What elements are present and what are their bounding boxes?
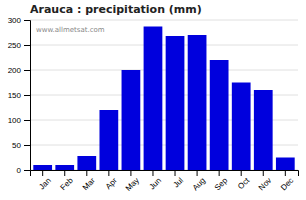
x-tick-mark xyxy=(152,170,153,176)
x-tick: Nov xyxy=(257,170,273,192)
x-tick-mark xyxy=(263,170,264,176)
y-tick: 150 xyxy=(8,91,30,100)
y-tick-label: 150 xyxy=(8,91,22,100)
y-tick-mark xyxy=(24,145,30,146)
x-tick-mark xyxy=(175,170,176,176)
bar xyxy=(144,27,163,171)
bar xyxy=(55,165,74,170)
y-tick-label: 300 xyxy=(8,16,22,25)
bar xyxy=(210,60,229,170)
x-tick-label: Sep xyxy=(213,176,230,193)
y-tick: 0 xyxy=(17,166,30,175)
y-tick-mark xyxy=(24,70,30,71)
y-tick: 250 xyxy=(8,41,30,50)
bar xyxy=(254,90,273,170)
y-tick-mark xyxy=(24,120,30,121)
y-tick-label: 50 xyxy=(12,141,21,150)
grid-line xyxy=(30,45,298,46)
bar xyxy=(232,83,251,171)
x-tick-mark xyxy=(285,170,286,176)
x-axis-line xyxy=(31,171,299,177)
bar xyxy=(33,165,52,170)
bar xyxy=(99,110,118,170)
x-tick-label: Jun xyxy=(148,176,163,191)
x-tick: Mar xyxy=(81,170,97,192)
x-tick: May xyxy=(124,170,141,193)
y-axis-line xyxy=(24,21,31,171)
y-tick: 200 xyxy=(8,66,30,75)
x-tick-mark xyxy=(42,170,43,176)
y-tick: 300 xyxy=(8,16,30,25)
title: Arauca : precipitation (mm) xyxy=(30,3,202,16)
x-tick-label: Jul xyxy=(171,176,185,190)
y-tick: 50 xyxy=(12,141,30,150)
x-tick-label: Mar xyxy=(81,176,97,192)
grid xyxy=(30,20,298,170)
x-tick: Jun xyxy=(148,170,163,191)
y-tick-label: 0 xyxy=(17,166,22,175)
y-tick-mark xyxy=(24,45,30,46)
x-tick: Feb xyxy=(59,170,76,192)
grid-line xyxy=(30,20,298,21)
y-tick: 100 xyxy=(8,116,30,125)
x-tick-mark xyxy=(64,170,65,176)
plot-area: 0 50 100 150 200 250 300 Jan Feb Mar Apr May Jun Jul A… xyxy=(8,16,299,193)
x-tick: Oct xyxy=(236,170,252,191)
bar xyxy=(188,35,207,170)
bar xyxy=(77,156,96,170)
x-tick-label: Dec xyxy=(279,176,295,192)
x-tick-label: Oct xyxy=(236,175,252,191)
x-tick-mark xyxy=(219,170,220,176)
x-tick-label: Aug xyxy=(191,176,207,192)
x-tick-mark xyxy=(108,170,109,176)
x-tick-label: Nov xyxy=(257,176,273,192)
x-tick: Aug xyxy=(191,170,207,192)
x-tick-mark xyxy=(86,170,87,176)
x-tick-label: Jan xyxy=(37,176,52,191)
x-tick: Jan xyxy=(37,170,52,191)
y-tick-mark xyxy=(24,20,30,21)
y-tick-mark xyxy=(24,170,30,171)
bar xyxy=(166,36,185,170)
y-tick-label: 250 xyxy=(8,41,22,50)
x-tick: Dec xyxy=(279,170,295,192)
bars xyxy=(33,27,294,171)
x-tick-mark xyxy=(130,170,131,176)
x-tick-label: May xyxy=(124,176,141,193)
chart-container: 0 50 100 150 200 250 300 Jan Feb Mar Apr May Jun Jul A… xyxy=(0,0,306,200)
y-tick-mark xyxy=(24,95,30,96)
x-tick-label: Feb xyxy=(59,176,76,193)
y-tick-label: 200 xyxy=(8,66,22,75)
x-axis: Jan Feb Mar Apr May Jun Jul Aug Sep Oct Nov Dec xyxy=(31,170,299,193)
x-tick: Sep xyxy=(213,170,230,192)
x-tick: Apr xyxy=(104,170,119,191)
bar xyxy=(276,158,295,171)
y-axis: 0 50 100 150 200 250 300 xyxy=(8,16,31,175)
bar xyxy=(122,70,141,170)
y-tick-label: 100 xyxy=(8,116,22,125)
x-tick: Jul xyxy=(171,170,185,190)
annotation: www.allmetsat.com xyxy=(36,26,105,34)
chart-svg: 0 50 100 150 200 250 300 Jan Feb Mar Apr May Jun Jul A… xyxy=(0,0,306,200)
grid-line xyxy=(30,70,298,71)
x-tick-mark xyxy=(197,170,198,176)
x-tick-mark xyxy=(241,170,242,176)
x-tick-label: Apr xyxy=(104,176,119,191)
